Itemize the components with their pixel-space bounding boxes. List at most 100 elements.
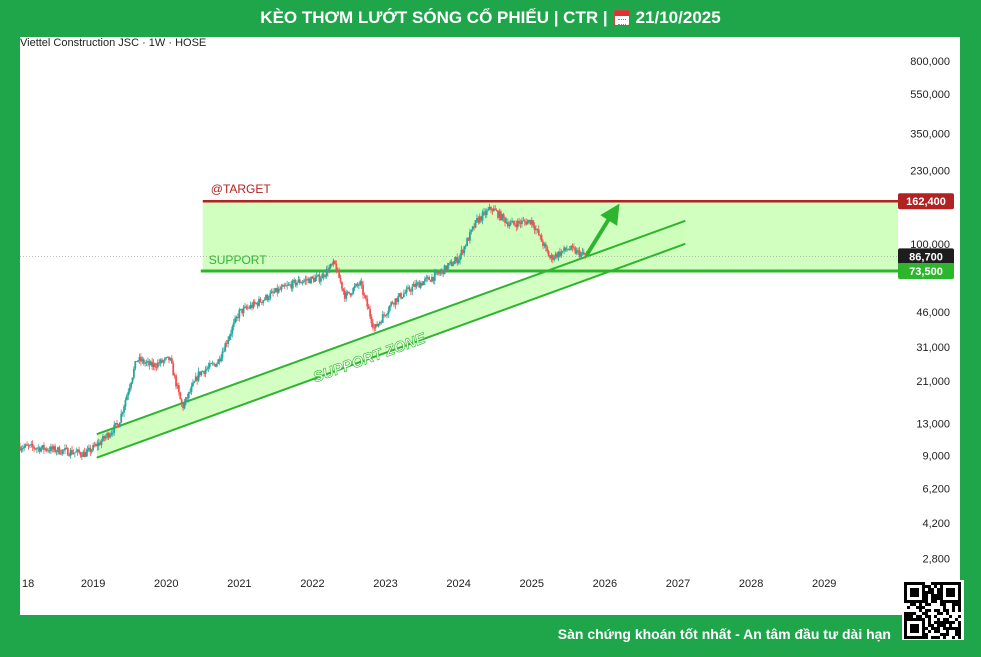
candle-body: [363, 294, 366, 296]
candle-body: [362, 284, 364, 295]
candle-body: [80, 455, 83, 457]
candle-body: [505, 221, 508, 223]
header-date: 21/10/2025: [635, 8, 721, 27]
candle-body: [170, 358, 173, 364]
candle-body: [495, 210, 498, 211]
candle-body: [104, 436, 107, 439]
candle-body: [498, 211, 501, 218]
candle-body: [332, 260, 335, 265]
candle-body: [405, 288, 408, 293]
candle-body: [331, 264, 334, 265]
candle-body: [183, 402, 186, 409]
candle-body: [23, 446, 26, 449]
candle-body: [570, 245, 573, 250]
y-tick-label: 21,000: [916, 376, 950, 388]
candle-body: [30, 444, 33, 445]
candle-body: [229, 333, 232, 337]
x-tick-label: 2024: [446, 578, 470, 590]
candle-body: [132, 368, 135, 378]
candle-body: [265, 294, 267, 300]
candle-body: [397, 296, 400, 302]
candle-body: [44, 448, 47, 450]
candle-body: [580, 253, 582, 257]
candle-body: [388, 305, 391, 311]
candle-body: [208, 363, 211, 367]
current-price-tag-bg: [898, 248, 954, 265]
candle-body: [485, 210, 488, 215]
x-tick-label: 2029: [812, 578, 836, 590]
header-title: KÈO THƠM LƯỚT SÓNG CỔ PHIẾU | CTR |: [260, 8, 608, 27]
candle-body: [419, 282, 422, 288]
y-tick-label: 100,000: [910, 239, 950, 251]
candle-body: [211, 363, 214, 365]
candle-body: [374, 324, 377, 328]
candle-body: [404, 292, 407, 294]
candle-body: [328, 267, 331, 273]
candle-body: [144, 362, 147, 364]
candle-body: [560, 251, 563, 256]
candle-body: [61, 449, 64, 454]
candle-body: [574, 248, 577, 254]
candle-body: [179, 392, 182, 400]
candle-body: [554, 253, 557, 258]
candle-body: [401, 297, 404, 299]
candle-body: [176, 385, 179, 387]
candle-body: [234, 318, 237, 323]
candle-body: [416, 282, 419, 284]
candle-body: [149, 361, 152, 366]
candle-body: [387, 310, 390, 314]
candle-body: [568, 249, 571, 251]
candle-body: [222, 351, 225, 353]
candle-body: [99, 442, 102, 445]
candle-body: [27, 445, 30, 447]
y-tick-label: 800,000: [910, 56, 950, 68]
candle-body: [279, 288, 282, 290]
candle-body: [515, 224, 518, 228]
candle-body: [581, 252, 584, 254]
candle-body: [428, 277, 431, 280]
candle-body: [57, 447, 59, 452]
candle-body: [26, 444, 28, 446]
candle-body: [263, 299, 266, 301]
candle-body: [557, 251, 560, 258]
calendar-icon: [613, 10, 630, 26]
candle-body: [352, 288, 355, 294]
candle-body: [69, 449, 72, 456]
candle-body: [394, 298, 397, 305]
candle-body: [424, 278, 426, 282]
candle-body: [64, 448, 66, 451]
candle-body: [584, 254, 587, 256]
qr-code-icon[interactable]: [902, 580, 964, 640]
candle-body: [166, 356, 169, 358]
candle-body: [34, 448, 37, 450]
candle-body: [87, 447, 90, 450]
candle-body: [454, 257, 457, 261]
y-tick-label: 9,000: [922, 451, 950, 463]
candle-body: [335, 263, 338, 272]
candle-body: [391, 302, 394, 304]
y-tick-label: 350,000: [910, 129, 950, 141]
candle-body: [370, 316, 373, 324]
candle-body: [245, 306, 248, 309]
candle-body: [35, 448, 38, 450]
range-box: [202, 201, 899, 271]
y-tick-label: 550,000: [910, 89, 950, 101]
candle-body: [194, 376, 197, 382]
candle-body: [442, 269, 445, 275]
candle-body: [491, 209, 494, 212]
candle-body: [83, 451, 86, 457]
candle-body: [262, 300, 265, 303]
candle-body: [377, 323, 380, 327]
y-tick-label: 4,200: [922, 518, 950, 530]
candle-body: [55, 451, 58, 453]
candle-body: [551, 255, 554, 260]
candle-body: [312, 277, 315, 282]
candle-body: [342, 288, 345, 292]
candle-body: [528, 219, 530, 222]
candle-body: [525, 221, 528, 225]
candle-body: [151, 361, 154, 367]
candle-body: [147, 361, 149, 363]
candle-body: [190, 385, 193, 392]
candle-body: [469, 231, 471, 241]
x-tick-label: 2026: [593, 578, 617, 590]
